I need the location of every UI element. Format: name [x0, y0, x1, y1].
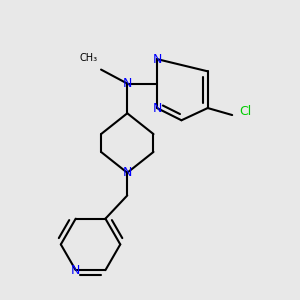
Text: N: N — [71, 264, 80, 277]
Text: N: N — [123, 77, 132, 90]
Text: CH₃: CH₃ — [80, 52, 98, 63]
Text: N: N — [152, 101, 162, 115]
Text: N: N — [152, 52, 162, 66]
Text: Cl: Cl — [239, 105, 251, 118]
Text: N: N — [123, 166, 132, 179]
